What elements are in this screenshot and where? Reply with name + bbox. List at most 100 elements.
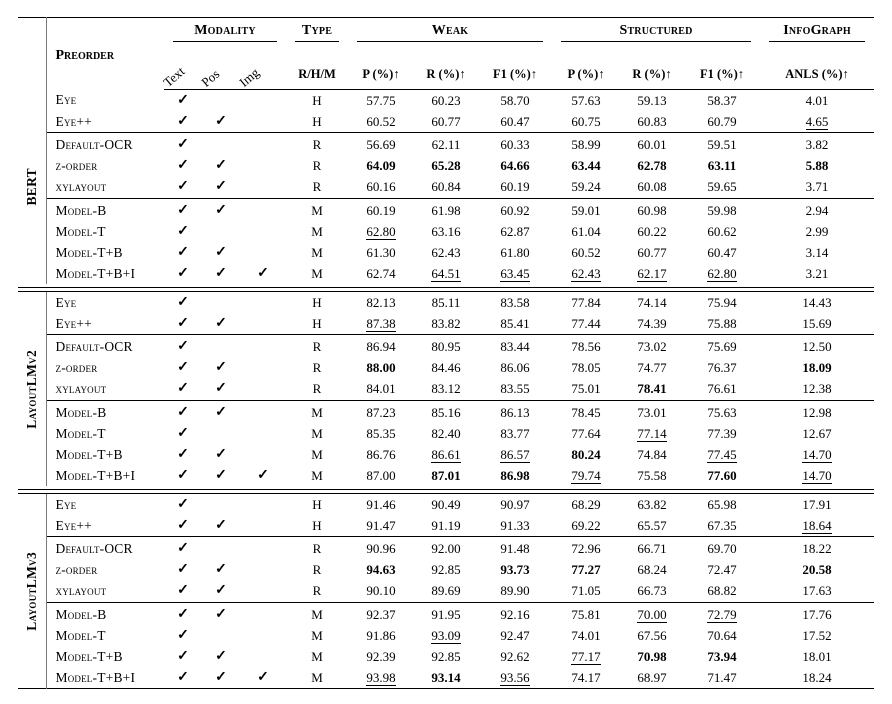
structured-r-value-cell: 60.22	[620, 221, 684, 242]
text-checkmark-icon: ✓	[177, 583, 189, 598]
img-empty-cell	[240, 399, 286, 423]
weak-f1-value-cell: 91.33	[478, 515, 552, 537]
table-row: Model-T ✓ M 91.86 93.09 92.47 74.01 67.56 70.64 1…	[18, 625, 874, 646]
structured-f1-value-cell: 75.94	[684, 292, 760, 313]
structured-f1-value-cell: 77.45	[684, 444, 760, 465]
value-text: 85.11	[431, 294, 461, 310]
weak-p-value-cell: 82.13	[348, 292, 414, 313]
structured-f1-value-cell: 76.37	[684, 358, 760, 379]
value-text: 77.44	[571, 315, 601, 331]
value-text: 62.78	[637, 158, 667, 173]
weak-f1-value-cell: 93.56	[478, 667, 552, 689]
row-label: z-order	[45, 357, 164, 379]
table-row: Default-OCR ✓ R 90.96 92.00 91.48 72.96 66.71 69…	[18, 536, 875, 560]
value-text: 68.29	[571, 496, 601, 512]
value-text: 67.56	[637, 627, 667, 643]
weak-f1-header: F1 (%)↑	[478, 42, 553, 90]
img-empty-cell	[240, 536, 286, 560]
structured-f1-value-cell: 70.64	[684, 625, 760, 646]
weak-p-value-cell: 92.37	[348, 601, 414, 625]
anls-value-cell: 3.14	[760, 242, 874, 263]
row-label: Model-T+B+I	[45, 263, 164, 284]
weak-p-value-cell: 94.63	[348, 560, 414, 581]
value-text: 57.75	[366, 92, 396, 108]
structured-f1-value-cell: 75.88	[684, 313, 760, 335]
structured-f1-value-cell: 59.51	[684, 132, 761, 156]
value-text: 93.73	[500, 562, 530, 577]
value-text: 82.13	[366, 294, 396, 310]
type-cell: H	[312, 517, 322, 533]
type-cell: M	[311, 669, 323, 685]
type-cell: M	[311, 467, 323, 483]
pos-empty-cell	[202, 334, 240, 358]
text-checkmark-icon: ✓	[177, 315, 189, 331]
type-cell: R	[286, 334, 348, 358]
structured-r-value-cell: 70.98	[620, 646, 684, 667]
type-cell: M	[311, 223, 323, 239]
value-text: 92.37	[366, 606, 396, 622]
row-label: Model-T	[45, 625, 164, 646]
value-text: 15.69	[802, 315, 832, 331]
value-text: 91.48	[500, 541, 530, 556]
row-label: Default-OCR	[45, 536, 164, 560]
pos-checkmark-icon: ✓	[215, 517, 227, 533]
structured-p-value-cell: 78.05	[552, 358, 620, 379]
value-text: 93.56	[500, 669, 530, 686]
structured-f1-value-cell: 75.69	[684, 334, 761, 358]
value-text: 91.33	[500, 517, 530, 533]
type-cell: R	[312, 583, 322, 598]
structured-p-value-cell: 77.44	[552, 313, 620, 335]
weak-r-value-cell: 93.09	[414, 625, 478, 646]
structured-p-value-cell: 58.99	[552, 132, 621, 156]
value-text: 71.47	[707, 669, 737, 685]
weak-p-value-cell: 86.94	[348, 334, 414, 358]
value-text: 80.24	[571, 446, 601, 462]
img-empty-cell	[240, 177, 286, 199]
text-checkmark-icon: ✓	[177, 669, 189, 685]
structured-r-value-cell: 75.58	[620, 465, 684, 486]
pos-checkmark-icon: ✓	[215, 179, 227, 194]
value-text: 87.01	[431, 467, 461, 483]
anls-value-cell: 4.65	[760, 111, 874, 133]
type-cell: R	[312, 158, 322, 173]
value-text: 89.90	[500, 583, 530, 598]
structured-r-value-cell: 74.14	[620, 292, 684, 313]
value-text: 92.47	[500, 627, 530, 643]
value-text: 68.24	[637, 562, 667, 577]
structured-f1-value-cell: 69.70	[684, 536, 761, 560]
value-text: 90.10	[366, 583, 396, 598]
weak-precision-header: P (%)↑	[348, 42, 414, 90]
structured-f1-value-cell: 62.80	[684, 263, 760, 284]
img-empty-cell	[240, 423, 286, 444]
weak-p-value-cell: 60.19	[348, 197, 414, 221]
pos-checkmark-icon: ✓	[202, 601, 240, 625]
img-empty-cell	[240, 358, 286, 379]
value-text: 77.64	[571, 425, 601, 441]
weak-r-value-cell: 60.23	[414, 90, 478, 112]
row-label: Eye++	[45, 111, 164, 133]
value-text: 14.43	[802, 294, 832, 310]
value-text: 91.95	[431, 606, 461, 622]
weak-f1-value-cell: 60.33	[478, 132, 553, 156]
value-text: 77.45	[707, 446, 737, 463]
value-text: 83.82	[431, 315, 461, 331]
structured-r-value-cell: 74.39	[620, 313, 684, 335]
type-cell: H	[312, 294, 322, 310]
weak-r-value-cell: 90.49	[414, 494, 478, 515]
value-text: 61.98	[431, 202, 461, 218]
group-label-cell: BERT	[18, 90, 46, 285]
text-checkmark-icon: ✓	[177, 360, 189, 375]
img-empty-cell	[240, 625, 286, 646]
header-row-groups: Preorder Modality Type Weak Structured I…	[18, 17, 874, 90]
weak-header-label: Weak	[357, 23, 544, 42]
structured-f1-value-cell: 60.79	[684, 111, 760, 133]
weak-f1-value-cell: 90.97	[478, 494, 552, 515]
row-label: Model-T	[45, 423, 164, 444]
anls-value-cell: 14.70	[760, 465, 874, 486]
value-text: 3.21	[805, 265, 829, 281]
value-text: 83.44	[500, 339, 530, 354]
anls-value-cell: 17.63	[760, 581, 874, 603]
img-checkmark-icon: ✓	[257, 467, 269, 483]
img-empty-cell	[240, 132, 286, 156]
weak-f1-value-cell: 86.57	[478, 444, 552, 465]
